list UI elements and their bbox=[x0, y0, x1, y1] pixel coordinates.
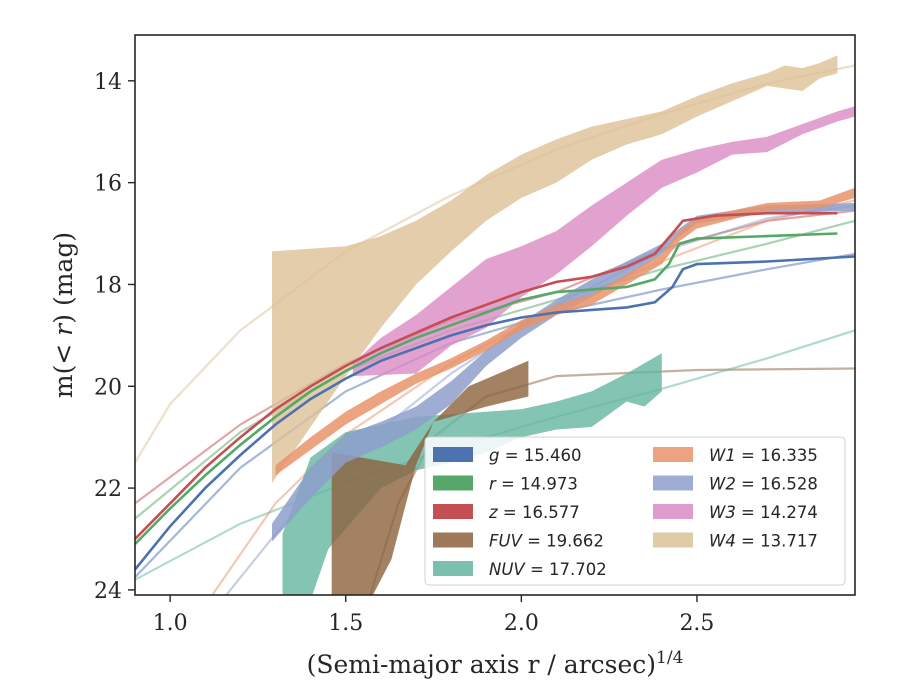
legend-swatch-w1 bbox=[653, 447, 693, 462]
x-tick-label: 1.5 bbox=[328, 611, 363, 636]
legend-label-z: z = 16.577 bbox=[488, 503, 580, 522]
series-line-r bbox=[135, 232, 838, 546]
legend-swatch-w2 bbox=[653, 475, 693, 491]
legend-label-w3: W3 = 14.274 bbox=[709, 503, 818, 522]
y-tick-label: 20 bbox=[94, 375, 122, 400]
legend-swatch-nuv bbox=[433, 561, 473, 576]
plot-area bbox=[135, 55, 855, 595]
band-fuv bbox=[331, 360, 529, 595]
y-tick-label: 16 bbox=[94, 172, 122, 197]
band-w4 bbox=[272, 55, 838, 484]
x-tick-label: 1.0 bbox=[153, 611, 188, 636]
legend-label-r: r = 14.973 bbox=[489, 475, 578, 494]
axis-ticks: 1.0 1.5 2.0 2.5 14 16 18 20 22 24 bbox=[94, 70, 714, 636]
model-curve-g bbox=[135, 252, 855, 578]
legend-swatch-r bbox=[433, 475, 473, 491]
legend-swatch-fuv bbox=[433, 532, 473, 548]
y-axis-label: m(< r) (mag) bbox=[49, 232, 78, 398]
x-tick-label: 2.0 bbox=[504, 611, 539, 636]
legend-label-w1: W1 = 16.335 bbox=[709, 446, 818, 465]
legend-label-w4: W4 = 13.717 bbox=[709, 532, 818, 551]
x-tick-label: 2.5 bbox=[679, 611, 714, 636]
series-line-z bbox=[135, 211, 838, 540]
y-tick-label: 14 bbox=[94, 70, 122, 95]
series-line-g bbox=[135, 255, 855, 571]
legend-swatch-g bbox=[433, 447, 473, 462]
legend: g = 15.460 r = 14.973 z = 16.577 FUV = 19.6… bbox=[424, 436, 846, 586]
legend-swatch-w3 bbox=[653, 504, 693, 519]
y-tick-label: 22 bbox=[94, 477, 122, 502]
axes-frame bbox=[134, 34, 856, 596]
legend-label-g: g = 15.460 bbox=[489, 446, 582, 465]
legend-swatch-w4 bbox=[653, 532, 693, 548]
legend-box bbox=[424, 436, 846, 586]
y-tick-label: 18 bbox=[94, 273, 122, 298]
legend-swatch-z bbox=[433, 504, 473, 519]
legend-label-fuv: FUV = 19.662 bbox=[489, 532, 604, 551]
band-nuv bbox=[282, 353, 662, 595]
legend-label-nuv: NUV = 17.702 bbox=[489, 560, 607, 579]
y-tick-label: 24 bbox=[94, 579, 122, 604]
legend-label-w2: W2 = 16.528 bbox=[709, 475, 818, 494]
x-axis-label: (Semi-major axis r / arcsec)1/4 bbox=[307, 648, 684, 679]
